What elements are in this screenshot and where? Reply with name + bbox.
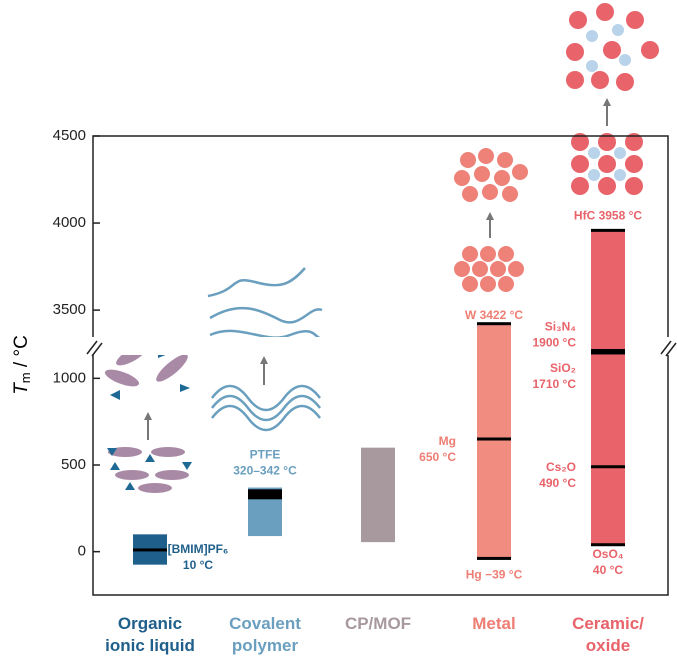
category-line: Covalent <box>229 614 301 633</box>
category-label: CP/MOF <box>345 614 411 633</box>
category-line: Metal <box>472 614 515 633</box>
marker <box>477 437 511 441</box>
y-label-unit: / °C <box>11 335 32 372</box>
marker <box>591 543 625 547</box>
y-tick-label: 3500 <box>53 301 86 318</box>
plot-frame <box>92 135 669 596</box>
range-bar <box>477 323 511 559</box>
marker <box>591 348 625 352</box>
annotation: Cs₂O <box>546 460 576 474</box>
y-tick-label: 0 <box>78 543 86 560</box>
annotation: 650 °C <box>419 450 456 464</box>
annotation: Hg −39 °C <box>466 568 523 582</box>
y-tick-label: 4500 <box>53 127 86 144</box>
annotation: HfC 3958 °C <box>574 209 642 223</box>
axes <box>92 135 669 596</box>
annotation: 40 °C <box>593 563 623 577</box>
range-bar <box>591 230 625 545</box>
category-label: Covalent polymer <box>229 614 301 655</box>
category-line: Organic <box>118 614 182 633</box>
axis-breaks <box>80 337 677 357</box>
y-tick-label: 1000 <box>53 369 86 386</box>
annotation: 10 °C <box>183 558 213 572</box>
annotation: W 3422 °C <box>465 308 523 322</box>
category-line: oxide <box>586 636 630 655</box>
marker <box>477 556 511 560</box>
annotation: OsO₄ <box>592 547 623 561</box>
annotation: Mg <box>439 434 456 448</box>
y-tick-label: 4000 <box>53 214 86 231</box>
category-line: polymer <box>232 636 299 655</box>
annotation: Si₃N₄ <box>545 320 577 334</box>
marker <box>133 548 167 552</box>
marker <box>591 351 625 355</box>
category-label: Organic ionic liquid <box>105 614 195 655</box>
category-line: ionic liquid <box>105 636 195 655</box>
annotation: PTFE <box>250 447 281 461</box>
marker <box>591 228 625 232</box>
range-bar <box>361 447 395 543</box>
category-line: CP/MOF <box>345 614 411 633</box>
y-tick-label: 500 <box>61 456 86 473</box>
category-label: Metal <box>472 614 515 633</box>
marker <box>477 322 511 326</box>
annotation: [BMIM]PF₆ <box>168 542 229 556</box>
annotation: 490 °C <box>539 476 576 490</box>
annotation: 1900 °C <box>533 336 577 350</box>
marker <box>248 489 282 500</box>
marker <box>591 465 625 469</box>
y-label-symbol: T <box>11 382 32 395</box>
y-label-subscript: m <box>18 372 33 383</box>
illustrations <box>104 3 659 493</box>
category-line: Ceramic/ <box>572 614 644 633</box>
category-label: Ceramic/oxide <box>572 614 644 655</box>
annotation: 1710 °C <box>533 377 577 391</box>
y-axis-label: Tm / °C <box>11 335 33 395</box>
annotation: 320–342 °C <box>233 463 297 477</box>
annotation: SiO₂ <box>550 361 576 375</box>
